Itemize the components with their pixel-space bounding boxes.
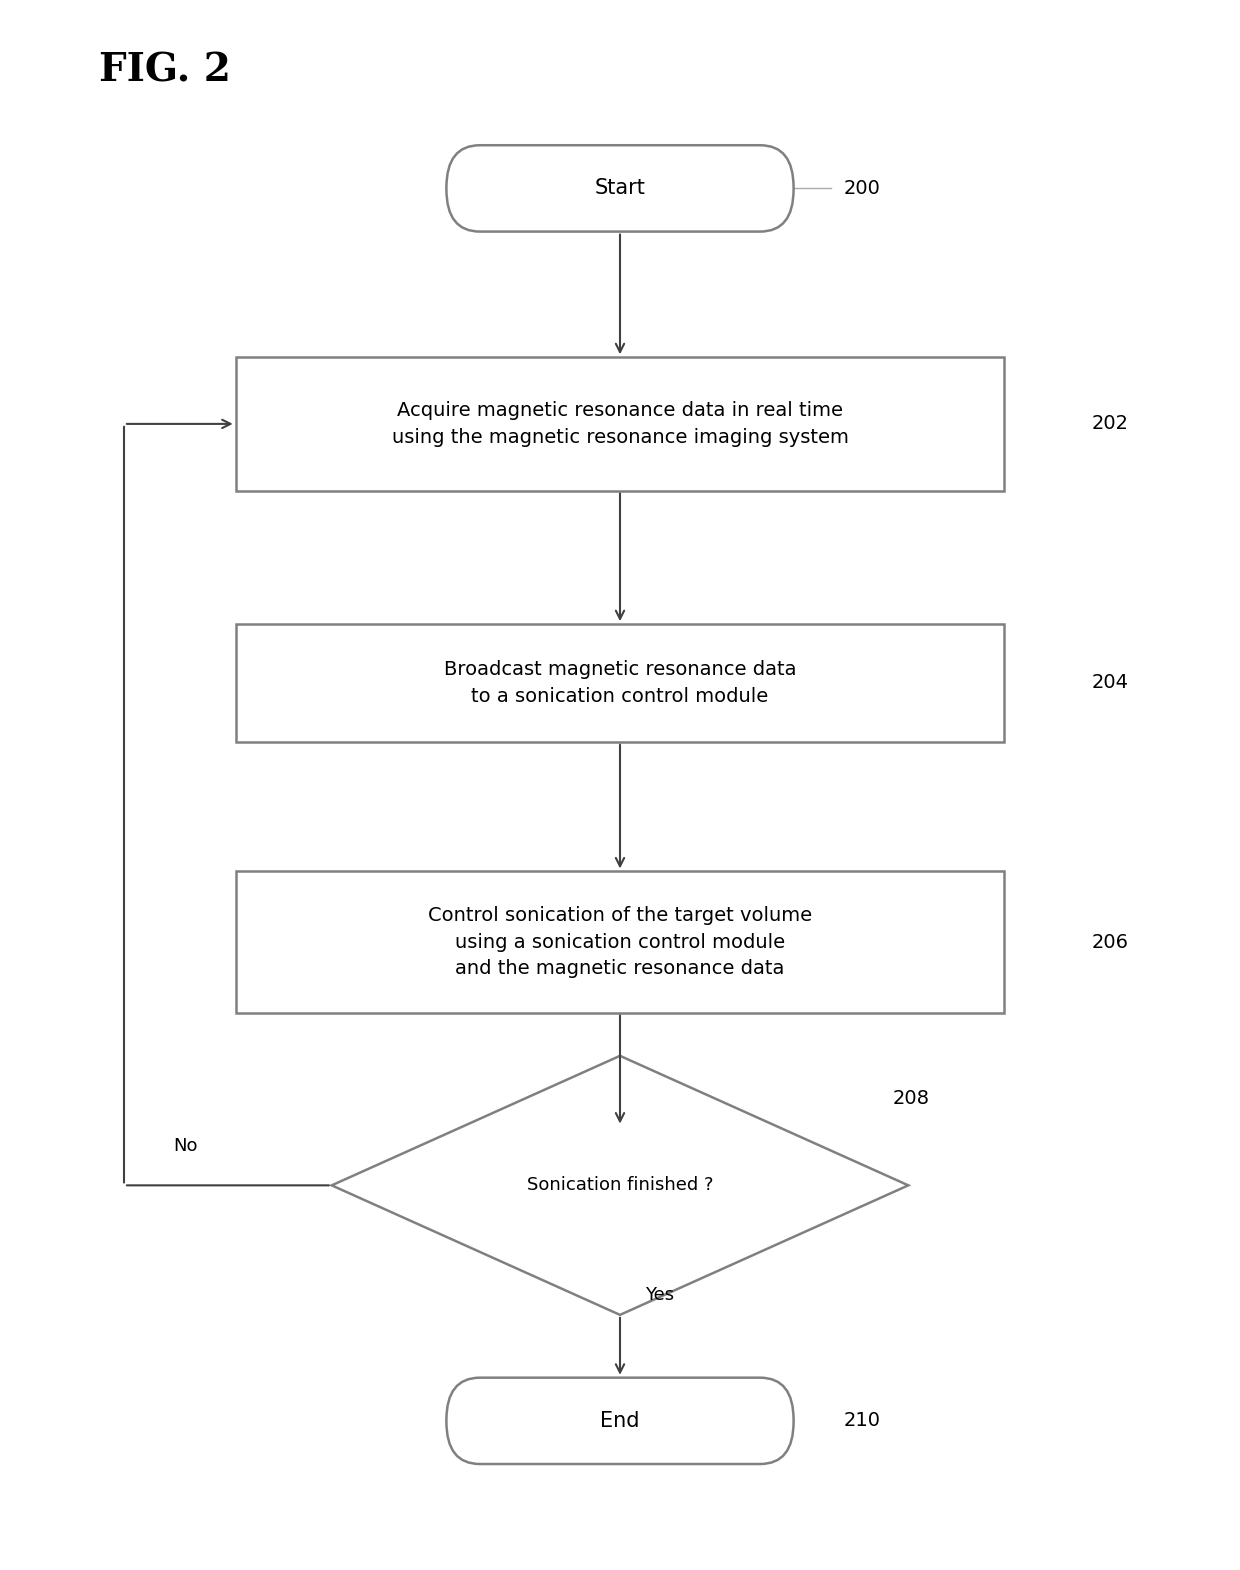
Text: Yes: Yes xyxy=(645,1286,673,1305)
Text: 202: 202 xyxy=(1091,414,1128,433)
Text: Sonication finished ?: Sonication finished ? xyxy=(527,1176,713,1195)
Text: Broadcast magnetic resonance data
to a sonication control module: Broadcast magnetic resonance data to a s… xyxy=(444,661,796,705)
FancyBboxPatch shape xyxy=(446,146,794,232)
Text: No: No xyxy=(174,1137,198,1156)
Text: End: End xyxy=(600,1411,640,1430)
FancyBboxPatch shape xyxy=(236,358,1004,490)
Text: Control sonication of the target volume
using a sonication control module
and th: Control sonication of the target volume … xyxy=(428,906,812,978)
FancyBboxPatch shape xyxy=(446,1378,794,1463)
Text: 200: 200 xyxy=(843,179,880,198)
FancyBboxPatch shape xyxy=(236,871,1004,1013)
Text: Start: Start xyxy=(594,179,646,198)
Text: 204: 204 xyxy=(1091,674,1128,692)
Text: 208: 208 xyxy=(893,1090,930,1108)
Text: 206: 206 xyxy=(1091,933,1128,951)
Text: 210: 210 xyxy=(843,1411,880,1430)
Text: FIG. 2: FIG. 2 xyxy=(99,52,231,89)
Text: Acquire magnetic resonance data in real time
using the magnetic resonance imagin: Acquire magnetic resonance data in real … xyxy=(392,402,848,446)
Polygon shape xyxy=(332,1055,908,1316)
FancyBboxPatch shape xyxy=(236,625,1004,743)
